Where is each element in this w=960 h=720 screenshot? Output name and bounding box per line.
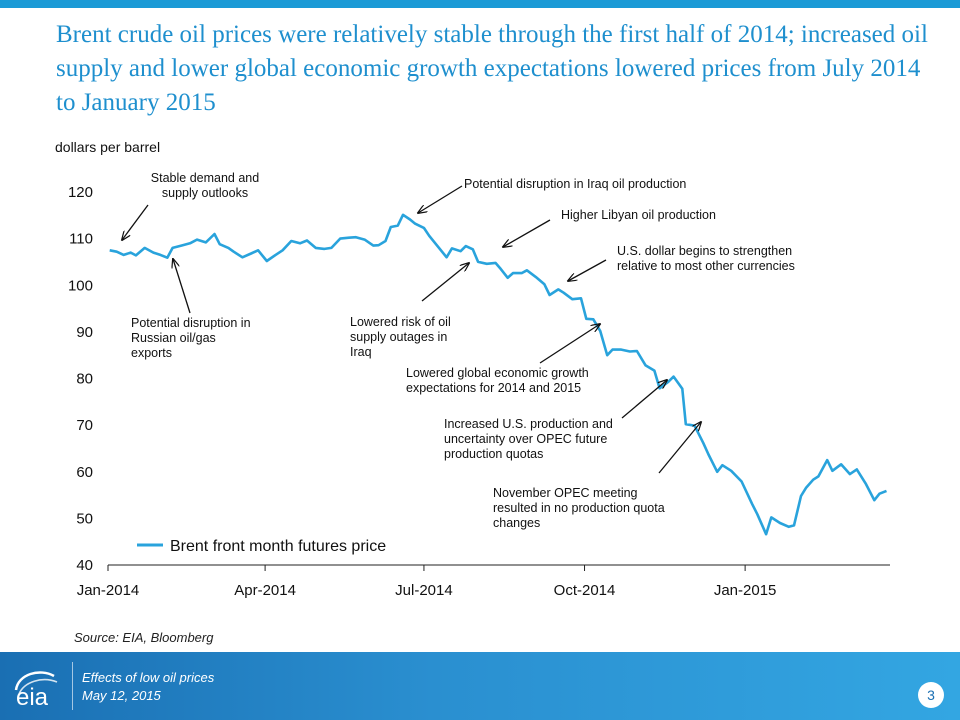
eia-logo-icon: eia — [14, 671, 58, 708]
source-note: Source: EIA, Bloomberg — [74, 630, 214, 645]
annotation-text: Lowered risk of oil supply outages in Iraq — [350, 315, 451, 359]
y-tick-label: 110 — [69, 231, 93, 248]
price-chart: dollars per barrel 40 50 60 70 80 90 100 110 120… — [55, 139, 890, 599]
y-tick-label: 40 — [76, 557, 93, 574]
y-tick-label: 80 — [76, 371, 93, 388]
y-tick-label: 120 — [68, 184, 93, 201]
annotation-text: Lowered global economic growth expectatio… — [406, 366, 589, 395]
annotation-text: Increased U.S. production and uncertainty… — [444, 417, 613, 461]
footer-deck-title: Effects of low oil prices — [82, 670, 215, 685]
x-tick-label: Oct-2014 — [554, 582, 616, 599]
x-tick-label: Jan-2015 — [714, 582, 777, 599]
footer-date: May 12, 2015 — [82, 688, 161, 703]
legend-label: Brent front month futures price — [170, 538, 386, 555]
footer-divider — [72, 662, 73, 710]
annotation-text: Stable demand and supply outlooks — [151, 171, 259, 200]
annotation-arrow — [568, 259, 607, 281]
y-axis-label: dollars per barrel — [55, 139, 160, 155]
annotation: November OPEC meeting resulted in no prod… — [493, 422, 701, 530]
annotation-arrow — [173, 259, 191, 314]
annotation-arrow — [421, 263, 469, 302]
x-tick-label: Apr-2014 — [234, 582, 296, 599]
annotation-text: Higher Libyan oil production — [561, 208, 716, 222]
annotation-arrow — [621, 380, 667, 419]
svg-text:eia: eia — [16, 684, 49, 708]
y-tick-label: 90 — [76, 324, 93, 341]
annotation: Potential disruption in Russian oil/gas ex… — [131, 259, 251, 360]
annotation-text: U.S. dollar begins to strengthen relative… — [617, 244, 795, 273]
brent-price-line — [109, 213, 887, 536]
x-tick-label: Jul-2014 — [395, 582, 453, 599]
y-tick-label: 70 — [76, 417, 93, 434]
x-tick-label: Jan-2014 — [77, 582, 140, 599]
annotation-text: Potential disruption in Iraq oil product… — [464, 177, 686, 191]
y-tick-label: 50 — [76, 510, 93, 527]
chart-legend: Brent front month futures price — [137, 538, 386, 555]
page-number: 3 — [918, 682, 944, 708]
annotation: Potential disruption in Iraq oil product… — [418, 177, 686, 213]
annotation-arrow — [658, 422, 701, 474]
annotation-arrow — [539, 324, 600, 364]
annotation: Higher Libyan oil production — [503, 208, 716, 247]
annotation-arrow — [503, 219, 551, 247]
top-accent-bar — [0, 0, 960, 8]
annotation-arrow — [122, 204, 149, 240]
footer-bar: eia Effects of low oil prices May 12, 20… — [0, 652, 960, 720]
y-tick-label: 100 — [68, 277, 93, 294]
annotation: Increased U.S. production and uncertainty… — [444, 380, 667, 461]
annotation-arrow — [418, 185, 463, 213]
annotation-text: November OPEC meeting resulted in no prod… — [493, 486, 665, 530]
annotation: U.S. dollar begins to strengthen relative… — [568, 244, 795, 281]
annotation: Lowered global economic growth expectatio… — [406, 324, 600, 395]
annotation-text: Potential disruption in Russian oil/gas ex… — [131, 316, 251, 360]
annotation: Stable demand and supply outlooks — [122, 171, 259, 240]
slide-title: Brent crude oil prices were relatively s… — [56, 21, 928, 116]
y-tick-label: 60 — [76, 464, 93, 481]
annotation: Lowered risk of oil supply outages in Iraq — [350, 263, 469, 359]
